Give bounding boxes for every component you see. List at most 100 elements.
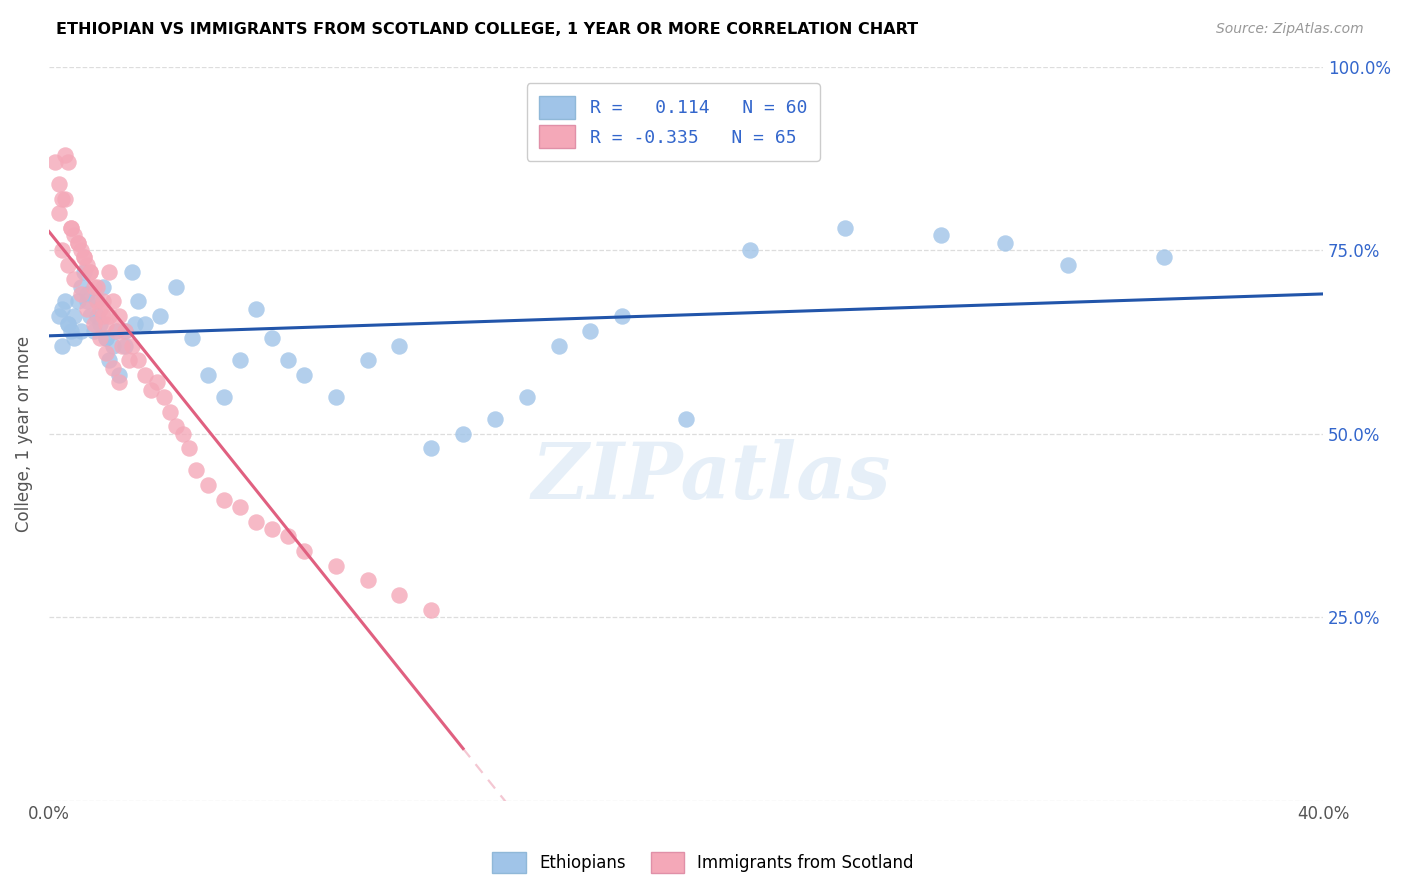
Point	[994, 235, 1017, 250]
Point	[89, 301, 111, 316]
Point	[451, 426, 474, 441]
Point	[834, 221, 856, 235]
Point	[79, 309, 101, 323]
Point	[53, 294, 76, 309]
Point	[44, 155, 66, 169]
Point	[76, 294, 98, 309]
Point	[675, 412, 697, 426]
Point	[114, 338, 136, 352]
Point	[91, 280, 114, 294]
Point	[165, 419, 187, 434]
Point	[114, 324, 136, 338]
Point	[277, 529, 299, 543]
Point	[181, 331, 204, 345]
Point	[108, 309, 131, 323]
Point	[738, 243, 761, 257]
Point	[63, 272, 86, 286]
Point	[356, 574, 378, 588]
Point	[165, 280, 187, 294]
Point	[172, 426, 194, 441]
Point	[96, 331, 118, 345]
Point	[388, 588, 411, 602]
Point	[516, 390, 538, 404]
Point	[179, 442, 201, 456]
Point	[146, 376, 169, 390]
Point	[76, 287, 98, 301]
Point	[98, 265, 121, 279]
Point	[76, 258, 98, 272]
Point	[86, 309, 108, 323]
Point	[159, 404, 181, 418]
Point	[79, 265, 101, 279]
Point	[388, 338, 411, 352]
Point	[56, 155, 79, 169]
Point	[245, 301, 267, 316]
Point	[51, 301, 73, 316]
Point	[260, 522, 283, 536]
Point	[325, 558, 347, 573]
Point	[73, 251, 96, 265]
Point	[356, 353, 378, 368]
Point	[114, 324, 136, 338]
Point	[104, 324, 127, 338]
Point	[51, 243, 73, 257]
Point	[104, 324, 127, 338]
Point	[63, 331, 86, 345]
Point	[139, 383, 162, 397]
Point	[134, 317, 156, 331]
Point	[612, 309, 634, 323]
Point	[53, 147, 76, 161]
Point	[91, 294, 114, 309]
Point	[83, 317, 105, 331]
Point	[152, 390, 174, 404]
Point	[91, 309, 114, 323]
Point	[98, 309, 121, 323]
Point	[149, 309, 172, 323]
Point	[69, 324, 91, 338]
Point	[292, 544, 315, 558]
Point	[56, 317, 79, 331]
Point	[60, 221, 83, 235]
Point	[89, 331, 111, 345]
Point	[212, 492, 235, 507]
Text: ZIPatlas: ZIPatlas	[531, 440, 891, 516]
Point	[579, 324, 602, 338]
Point	[96, 317, 118, 331]
Point	[56, 258, 79, 272]
Point	[56, 317, 79, 331]
Point	[63, 309, 86, 323]
Point	[63, 228, 86, 243]
Point	[83, 324, 105, 338]
Point	[277, 353, 299, 368]
Text: Source: ZipAtlas.com: Source: ZipAtlas.com	[1216, 22, 1364, 37]
Point	[184, 463, 207, 477]
Point	[69, 287, 91, 301]
Point	[117, 353, 139, 368]
Point	[292, 368, 315, 382]
Point	[73, 265, 96, 279]
Point	[111, 338, 134, 352]
Point	[101, 338, 124, 352]
Point	[229, 353, 252, 368]
Point	[86, 294, 108, 309]
Point	[1153, 251, 1175, 265]
Point	[73, 251, 96, 265]
Point	[121, 265, 143, 279]
Point	[101, 360, 124, 375]
Point	[325, 390, 347, 404]
Text: ETHIOPIAN VS IMMIGRANTS FROM SCOTLAND COLLEGE, 1 YEAR OR MORE CORRELATION CHART: ETHIOPIAN VS IMMIGRANTS FROM SCOTLAND CO…	[56, 22, 918, 37]
Point	[108, 368, 131, 382]
Point	[127, 294, 149, 309]
Point	[260, 331, 283, 345]
Point	[96, 346, 118, 360]
Legend: R =   0.114   N = 60, R = -0.335   N = 65: R = 0.114 N = 60, R = -0.335 N = 65	[527, 83, 820, 161]
Point	[66, 235, 89, 250]
Point	[86, 294, 108, 309]
Point	[66, 294, 89, 309]
Point	[53, 192, 76, 206]
Point	[83, 280, 105, 294]
Point	[89, 317, 111, 331]
Point	[51, 338, 73, 352]
Point	[69, 243, 91, 257]
Point	[197, 368, 219, 382]
